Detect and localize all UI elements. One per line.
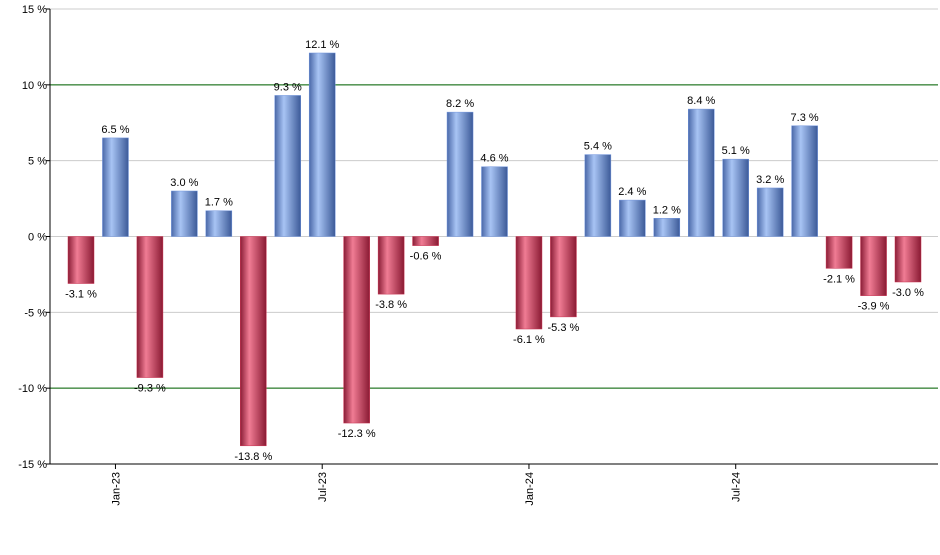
value-label: -3.0 % [892, 287, 924, 299]
bar [722, 158, 749, 237]
value-label: -6.1 % [513, 334, 545, 346]
value-label: 4.6 % [480, 153, 508, 165]
bar [240, 236, 267, 447]
value-label: 9.3 % [274, 81, 302, 93]
bar [446, 111, 474, 237]
bar [894, 236, 922, 283]
bar [377, 236, 405, 295]
bar [412, 236, 439, 246]
value-label: 1.2 % [653, 204, 681, 216]
value-label: -12.3 % [338, 428, 376, 440]
value-label: 2.4 % [618, 186, 646, 198]
bar [171, 190, 198, 237]
y-tick-label: 0 % [28, 232, 47, 244]
bar [653, 218, 681, 237]
bar [756, 187, 784, 237]
x-tick-label: Jul-23 [317, 472, 329, 502]
y-tick-label: 5 % [28, 156, 47, 168]
value-label: 3.0 % [170, 177, 198, 189]
bar [481, 166, 508, 237]
y-tick-label: 15 % [22, 4, 47, 16]
value-label: -3.8 % [375, 299, 407, 311]
value-label: -9.3 % [134, 383, 166, 395]
bar [550, 236, 577, 318]
value-label: -13.8 % [234, 451, 272, 463]
value-label: 8.2 % [446, 98, 474, 110]
value-label: 1.7 % [205, 197, 233, 209]
value-label: -2.1 % [823, 273, 855, 285]
y-tick-label: 10 % [22, 80, 47, 92]
bar [205, 210, 233, 237]
value-label: -0.6 % [410, 251, 442, 263]
bar [343, 236, 370, 424]
bar [274, 95, 301, 237]
value-label: 3.2 % [756, 174, 784, 186]
value-label: 7.3 % [791, 112, 819, 124]
value-label: -3.9 % [858, 301, 890, 313]
x-tick-label: Jan-23 [110, 472, 122, 506]
value-label: 5.4 % [584, 141, 612, 153]
y-tick-label: -15 % [18, 459, 47, 471]
value-label: 6.5 % [101, 124, 129, 136]
bar [584, 154, 612, 237]
x-tick-label: Jul-24 [731, 472, 743, 502]
y-tick-label: -10 % [18, 383, 47, 395]
bar [688, 108, 715, 237]
value-label: 8.4 % [687, 95, 715, 107]
value-label: 12.1 % [305, 39, 339, 51]
bar [860, 236, 887, 296]
x-tick-label: Jan-24 [524, 472, 536, 506]
bar [515, 236, 543, 330]
value-label: -5.3 % [548, 322, 580, 334]
bar [136, 236, 164, 378]
bar [67, 236, 95, 284]
bar [791, 125, 818, 237]
bar [825, 236, 853, 269]
bar [619, 199, 646, 237]
bar [308, 52, 336, 237]
bar [102, 137, 129, 237]
value-label: -3.1 % [65, 289, 97, 301]
y-tick-label: -5 % [24, 307, 47, 319]
value-label: 5.1 % [722, 145, 750, 157]
